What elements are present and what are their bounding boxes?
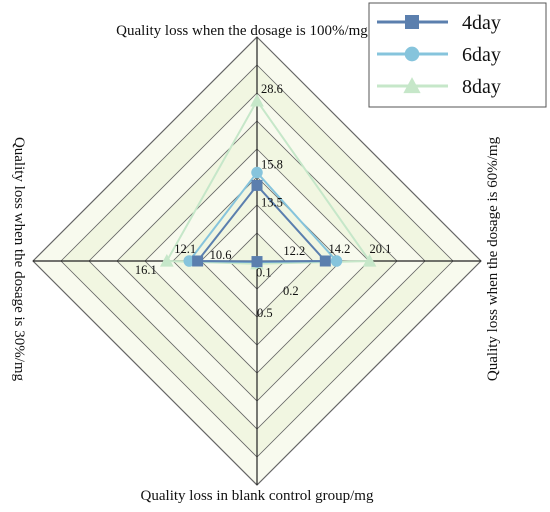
- value-label: 12.1: [174, 242, 196, 256]
- data-point: [160, 253, 174, 267]
- axis-label-top: Quality loss when the dosage is 100%/mg: [116, 23, 368, 39]
- axis-label-right: Quality loss when the dosage is 60%/mg: [485, 136, 501, 381]
- data-point: [251, 256, 263, 268]
- legend-item-8day: 8day: [377, 76, 501, 98]
- series-4day: [192, 179, 331, 268]
- value-label: 0.2: [283, 284, 299, 298]
- radar-series: [160, 93, 377, 270]
- data-point: [330, 255, 343, 267]
- legend-label: 8day: [462, 76, 501, 98]
- legend-item-6day: 6day: [377, 44, 501, 66]
- data-point: [192, 255, 204, 267]
- data-point: [362, 253, 377, 267]
- axis-label-left: Quality loss when the dosage is 30%/mg: [11, 137, 27, 382]
- axis-label-bottom: Quality loss in blank control group/mg: [141, 488, 374, 504]
- legend-label: 6day: [462, 44, 501, 66]
- legend-marker: [403, 77, 421, 94]
- legend-marker: [405, 15, 419, 29]
- value-label: 15.8: [261, 158, 283, 172]
- value-label: 20.1: [370, 242, 392, 256]
- data-point: [251, 179, 263, 191]
- legend: 4day 6day 8day: [368, 2, 547, 108]
- value-label: 28.6: [261, 82, 283, 96]
- value-label: 10.6: [210, 248, 232, 262]
- value-label: 13.5: [261, 195, 283, 209]
- data-point: [250, 93, 264, 107]
- value-label: 16.1: [135, 263, 157, 277]
- legend-item-4day: 4day: [377, 12, 501, 34]
- value-label: 12.2: [283, 244, 305, 258]
- legend-label: 4day: [462, 12, 501, 34]
- value-labels: 13.5 12.2 0.1 10.6 15.8 14.2 0.2 12.1 28.6 20.1 0.…: [135, 82, 392, 320]
- value-label: 0.1: [256, 266, 272, 280]
- legend-marker: [404, 46, 420, 62]
- value-label: 14.2: [329, 242, 351, 256]
- data-point: [319, 255, 331, 267]
- data-point: [251, 166, 263, 179]
- value-label: 0.5: [257, 306, 273, 320]
